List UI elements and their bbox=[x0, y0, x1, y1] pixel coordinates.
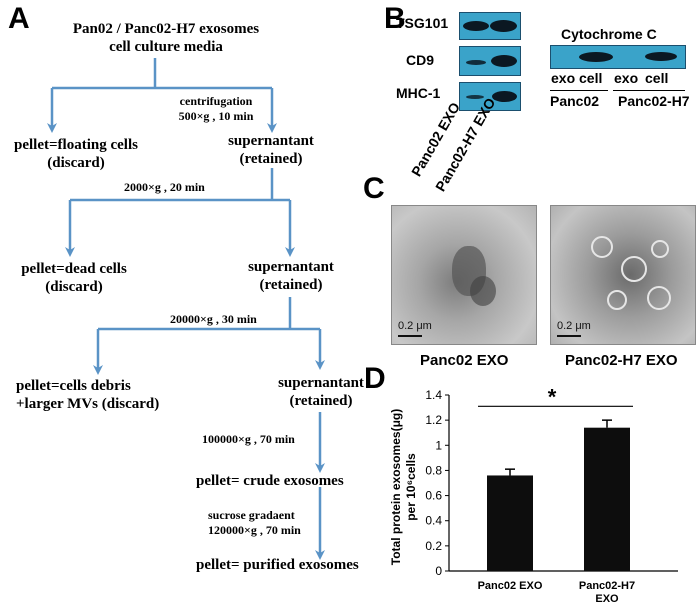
scale-bar-line-h7 bbox=[557, 335, 581, 337]
y-tick-label: 0.6 bbox=[425, 489, 442, 503]
flow-pellet-2: pellet=dead cells (discard) bbox=[21, 261, 127, 295]
x-tick-label: Panc02-H7 EXO bbox=[579, 580, 635, 605]
panel-label-d: D bbox=[364, 362, 386, 395]
tem-vesicle-5 bbox=[651, 240, 669, 258]
y-tick-label: 1.4 bbox=[425, 388, 442, 402]
marker-label-cd9: CD9 bbox=[406, 52, 435, 68]
tem-vesicle-3 bbox=[607, 290, 627, 310]
flow-super-2: supernantant (retained) bbox=[248, 259, 334, 293]
tem-vesicle-2 bbox=[621, 256, 647, 282]
tem-vesicle-4 bbox=[647, 286, 671, 310]
flow-step-1: centrifugation 500×g , 10 min bbox=[178, 94, 254, 123]
tem-vesicle-1 bbox=[591, 236, 613, 258]
y-tick-label: 0.8 bbox=[425, 463, 442, 477]
tem-image-h7: 0.2 μm bbox=[550, 205, 696, 345]
cyto-title: Cytochrome C bbox=[561, 26, 657, 42]
bar-1 bbox=[584, 427, 630, 571]
cyto-group-line-1 bbox=[550, 90, 608, 91]
y-tick-label: 1.2 bbox=[425, 413, 442, 427]
marker-label-mhc1: MHC-1 bbox=[396, 85, 441, 101]
band-cd9-panc02 bbox=[466, 60, 486, 65]
tem-image-panc02: 0.2 μm bbox=[391, 205, 537, 345]
band-tsg101-h7 bbox=[490, 20, 517, 32]
y-axis-label: Total protein exosomes(μg)per 10⁶cells bbox=[389, 409, 418, 565]
panel-label-c: C bbox=[363, 172, 385, 205]
cyto-group-panc02: Panc02 bbox=[550, 93, 600, 109]
scale-bar-label-panc02: 0.2 μm bbox=[398, 320, 432, 332]
flow-step-2: 2000×g , 20 min bbox=[124, 180, 205, 194]
flow-start: Pan02 / Panc02-H7 exosomes cell culture … bbox=[72, 21, 260, 55]
bar-chart: 0 0.2 0.4 0.6 0.8 1 1.2 1.4 Total protein exosom… bbox=[389, 384, 678, 605]
cyto-lane-cell-2: cell bbox=[645, 70, 669, 86]
cyto-lane-cell-1: cell bbox=[579, 70, 603, 86]
band-tsg101-panc02 bbox=[463, 21, 489, 31]
flow-pellet-3: pellet=cells debris +larger MVs (discard… bbox=[16, 378, 160, 412]
y-tick-label: 0 bbox=[435, 564, 442, 578]
marker-label-tsg101: TSG101 bbox=[396, 15, 449, 31]
blot-cd9 bbox=[459, 46, 521, 76]
band-cyto-h7-cell bbox=[645, 52, 677, 61]
cyto-lane-exo-1: exo bbox=[551, 70, 576, 86]
flow-purified: pellet= purified exosomes bbox=[196, 557, 359, 573]
x-tick-label: Panc02 EXO bbox=[478, 580, 543, 592]
flow-step-4: 100000×g , 70 min bbox=[202, 432, 295, 446]
flowchart-arrows bbox=[47, 58, 325, 560]
blot-mhc1 bbox=[459, 82, 521, 111]
blot-tsg101 bbox=[459, 12, 521, 40]
y-tick-label: 0.4 bbox=[425, 514, 442, 528]
cyto-group-line-2 bbox=[613, 90, 685, 91]
flow-super-3: supernantant (retained) bbox=[278, 375, 364, 409]
flow-super-1: supernantant (retained) bbox=[228, 133, 314, 167]
y-tick-label: 1 bbox=[435, 438, 442, 452]
tem-label-panc02: Panc02 EXO bbox=[420, 352, 509, 369]
cyto-lane-exo-2: exo bbox=[614, 70, 639, 86]
scale-bar-label-h7: 0.2 μm bbox=[557, 320, 591, 332]
tem-label-h7: Panc02-H7 EXO bbox=[565, 352, 678, 369]
bar-0 bbox=[487, 475, 533, 571]
flow-crude: pellet= crude exosomes bbox=[196, 473, 344, 489]
significance-star: * bbox=[548, 384, 557, 409]
flow-step-5: sucrose gradaent 120000×g , 70 min bbox=[208, 508, 301, 537]
flow-pellet-1: pellet=floating cells (discard) bbox=[14, 137, 138, 171]
y-tick-label: 0.2 bbox=[425, 539, 442, 553]
cyto-group-h7: Panc02-H7 bbox=[618, 93, 690, 109]
blot-cytochrome-c bbox=[550, 45, 686, 69]
band-cd9-h7 bbox=[491, 55, 517, 67]
panel-label-b: B bbox=[384, 2, 406, 35]
band-mhc1-panc02 bbox=[466, 95, 484, 99]
flow-step-3: 20000×g , 30 min bbox=[170, 312, 257, 326]
scale-bar-line-panc02 bbox=[398, 335, 422, 337]
band-cyto-panc02-cell bbox=[579, 52, 613, 62]
panel-label-a: A bbox=[8, 2, 30, 35]
tem-dark-region-2 bbox=[470, 276, 496, 306]
band-mhc1-h7 bbox=[492, 91, 517, 102]
